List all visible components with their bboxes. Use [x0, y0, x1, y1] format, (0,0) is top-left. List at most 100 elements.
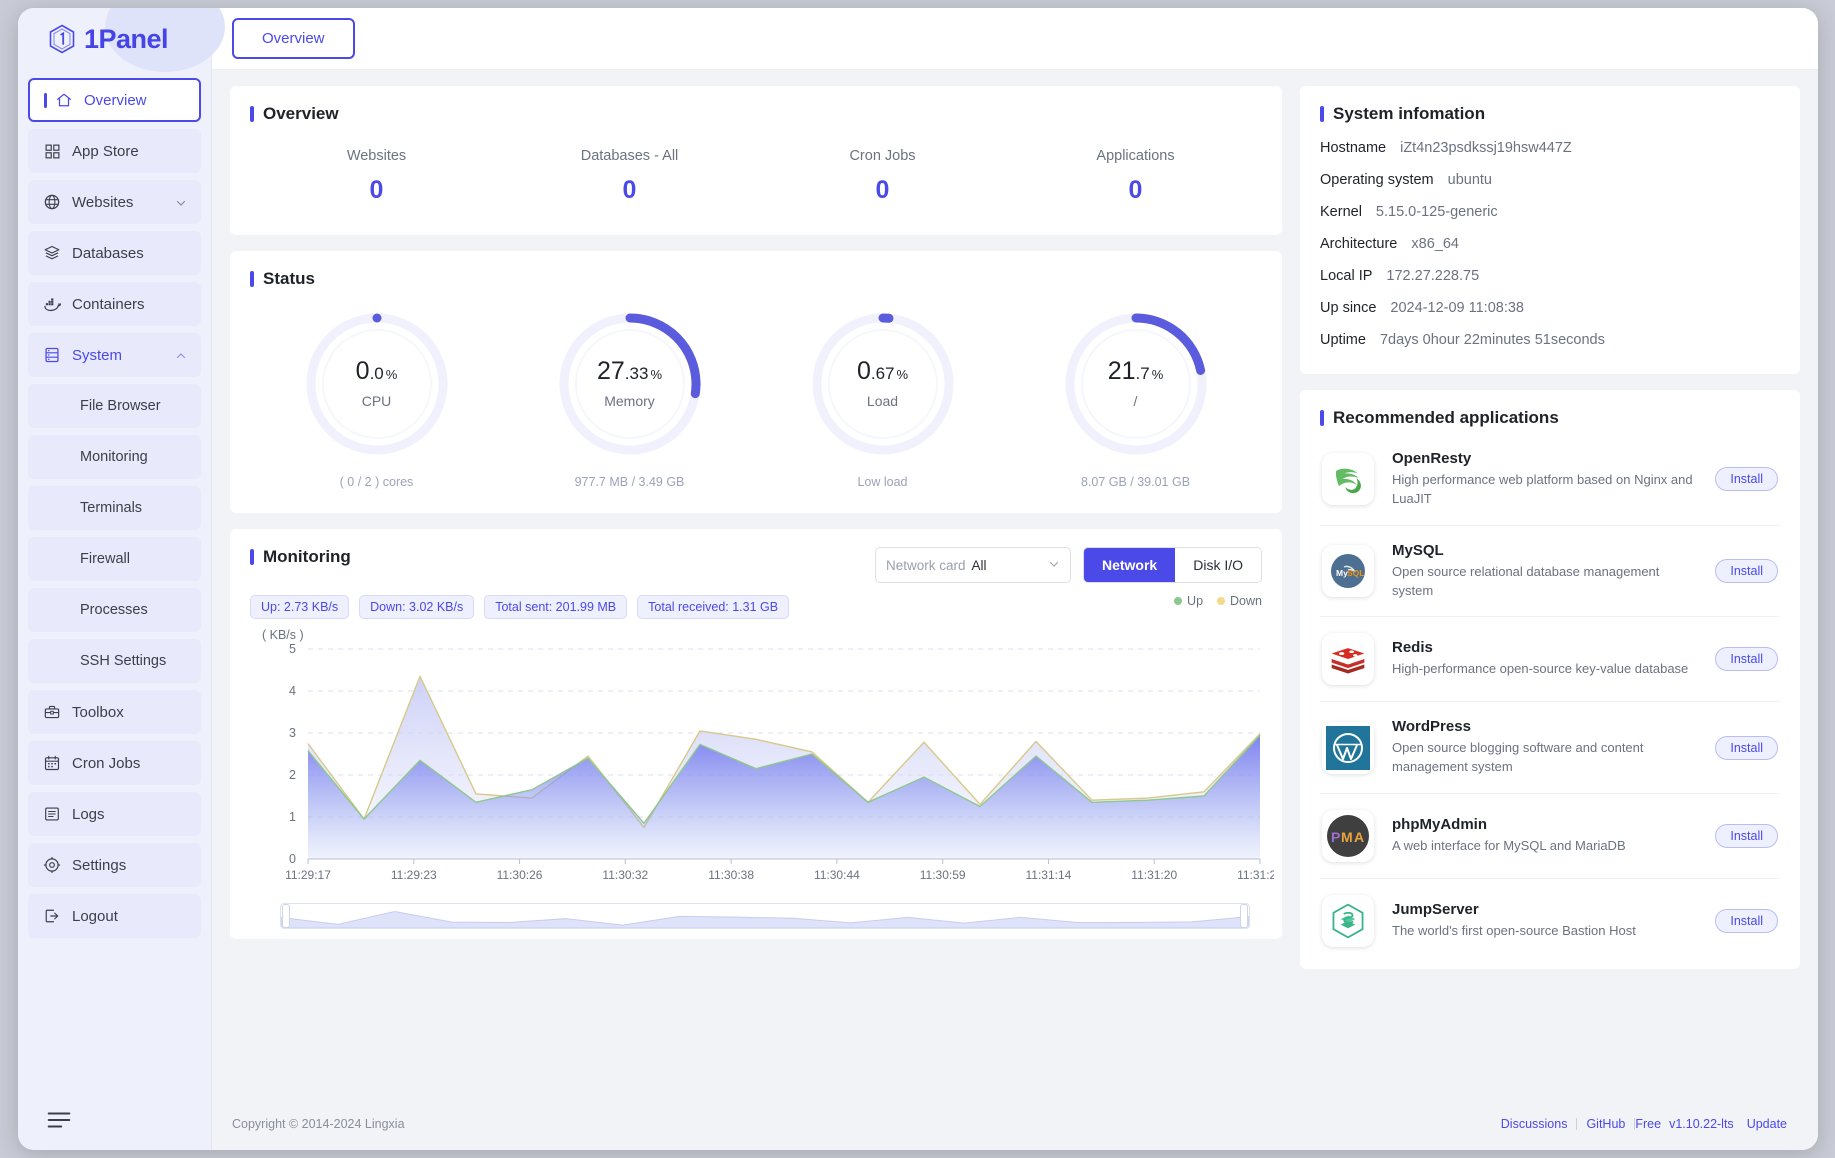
- mode-network-button[interactable]: Network: [1083, 548, 1176, 582]
- svg-text:11:31:26: 11:31:26: [1237, 868, 1274, 882]
- install-button[interactable]: Install: [1715, 824, 1778, 849]
- list-item[interactable]: WordPress Open source blogging software …: [1320, 702, 1780, 795]
- gauge-name: CPU: [361, 393, 392, 409]
- svg-text:11:31:20: 11:31:20: [1131, 868, 1177, 882]
- gauge-center: 27.33% Memory: [555, 309, 705, 459]
- info-key: Hostname: [1320, 140, 1387, 156]
- list-item[interactable]: My SQL MySQL Open source relational data…: [1320, 526, 1780, 618]
- sidebar-item-label: Toolbox: [72, 703, 124, 721]
- install-button[interactable]: Install: [1715, 647, 1778, 672]
- gear-icon: [42, 855, 62, 875]
- install-button[interactable]: Install: [1715, 735, 1778, 760]
- sidebar-item-terminals[interactable]: Terminals: [28, 486, 201, 530]
- scrollbar-handle-left[interactable]: [282, 904, 290, 928]
- sidebar-item-monitoring[interactable]: Monitoring: [28, 435, 201, 479]
- status-card-title: Status: [250, 269, 1262, 289]
- svg-text:0: 0: [289, 852, 296, 866]
- gauge-ring: 0.0% CPU: [302, 309, 452, 459]
- sidebar-item-overview[interactable]: Overview: [28, 78, 201, 122]
- info-row-hostname: Hostname iZt4n23psdkssj19hsw447Z: [1320, 140, 1780, 156]
- app-name: JumpServer: [1392, 901, 1479, 919]
- sidebar-item-label: Cron Jobs: [72, 754, 141, 772]
- info-key: Local IP: [1320, 268, 1373, 284]
- sidebar-item-settings[interactable]: Settings: [28, 843, 201, 887]
- app-body: JumpServer The world's first open-source…: [1392, 901, 1697, 941]
- stat-value: 0: [622, 176, 637, 204]
- sidebar-item-label: SSH Settings: [80, 653, 167, 669]
- gauge-load: 0.67% Load Low load: [756, 309, 1009, 489]
- network-card-select[interactable]: Network card All: [874, 547, 1071, 583]
- info-row-kernel: Kernel 5.15.0-125-generic: [1320, 204, 1780, 220]
- app-name: WordPress: [1392, 718, 1471, 736]
- info-key: Up since: [1320, 300, 1377, 316]
- list-item[interactable]: P M A phpMyAdmin A web interface for MyS…: [1320, 794, 1780, 880]
- info-value: iZt4n23psdkssj19hsw447Z: [1400, 140, 1572, 156]
- sidebar-item-logs[interactable]: Logs: [28, 792, 201, 836]
- stat-cron-jobs[interactable]: Cron Jobs 0: [756, 148, 1009, 205]
- openresty-icon: [1322, 453, 1374, 506]
- toolbox-icon: [42, 702, 62, 722]
- recommended-applications-title: Recommended applications: [1320, 408, 1780, 428]
- stat-applications[interactable]: Applications 0: [1009, 148, 1262, 205]
- monitoring-card-title: Monitoring: [250, 547, 351, 567]
- svg-text:2: 2: [289, 768, 296, 782]
- chart-svg: ( KB/s ) 0 1 2 3 4 5 11:29:17 11:29:23 11:30:26…: [262, 628, 1274, 882]
- list-item[interactable]: OpenResty High performance web platform …: [1320, 434, 1780, 526]
- app-body: MySQL Open source relational database ma…: [1392, 542, 1697, 601]
- info-value: ubuntu: [1447, 172, 1492, 188]
- gauge-cpu: 0.0% CPU ( 0 / 2 ) cores: [250, 309, 503, 489]
- sidebar-item-logout[interactable]: Logout: [28, 894, 201, 938]
- sidebar-item-firewall[interactable]: Firewall: [28, 537, 201, 581]
- install-button[interactable]: Install: [1715, 467, 1778, 492]
- sidebar-item-system[interactable]: System: [28, 333, 201, 377]
- info-row-up-since: Up since 2024-12-09 11:08:38: [1320, 300, 1780, 316]
- stat-label: Websites: [346, 148, 407, 164]
- sidebar-item-toolbox[interactable]: Toolbox: [28, 690, 201, 734]
- chevron-down-icon: [1048, 558, 1060, 573]
- scrollbar-handle-right[interactable]: [1240, 904, 1248, 928]
- gauge-value-int: 0: [856, 357, 871, 385]
- sidebar-item-label: Settings: [72, 856, 127, 874]
- list-item[interactable]: Redis High-performance open-source key-v…: [1320, 617, 1780, 703]
- svg-text:( KB/s ): ( KB/s ): [262, 628, 304, 642]
- overview-stats: Websites 0 Databases - All 0 Cron Jobs 0: [250, 130, 1262, 217]
- sidebar-item-file-browser[interactable]: File Browser: [28, 384, 201, 428]
- mode-disk-io-button[interactable]: Disk I/O: [1175, 548, 1261, 582]
- svg-text:11:29:23: 11:29:23: [391, 868, 437, 882]
- network-card-value: All: [971, 557, 987, 573]
- legend-item-up[interactable]: Up: [1174, 594, 1203, 608]
- install-button[interactable]: Install: [1715, 909, 1778, 934]
- chart-area-up: [308, 735, 1260, 859]
- sidebar-item-containers[interactable]: Containers: [28, 282, 201, 326]
- sidebar-item-cron-jobs[interactable]: Cron Jobs: [28, 741, 201, 785]
- svg-text:4: 4: [289, 684, 296, 698]
- sidebar-item-app-store[interactable]: App Store: [28, 129, 201, 173]
- info-row-architecture: Architecture x86_64: [1320, 236, 1780, 252]
- install-button[interactable]: Install: [1715, 559, 1778, 584]
- version-label: v1.10.22-lts: [1669, 1117, 1734, 1131]
- stat-websites[interactable]: Websites 0: [250, 148, 503, 205]
- sidebar-item-databases[interactable]: Databases: [28, 231, 201, 275]
- tab-label: Overview: [262, 30, 325, 47]
- sidebar-item-ssh-settings[interactable]: SSH Settings: [28, 639, 201, 683]
- info-row-uptime: Uptime 7days 0hour 22minutes 51seconds: [1320, 332, 1780, 348]
- menu-icon[interactable]: [46, 1109, 72, 1136]
- app-body: WordPress Open source blogging software …: [1392, 718, 1697, 777]
- sidebar-item-websites[interactable]: Websites: [28, 180, 201, 224]
- chart-range-scrollbar[interactable]: [280, 903, 1250, 929]
- gauge-unit: %: [385, 367, 398, 382]
- sidebar-item-label: Processes: [80, 602, 148, 618]
- legend-item-down[interactable]: Down: [1217, 594, 1262, 608]
- jumpserver-icon: [1322, 895, 1374, 948]
- globe-icon: [42, 192, 62, 212]
- github-link[interactable]: GitHub: [1586, 1117, 1626, 1131]
- footer-divider: [1576, 1118, 1578, 1130]
- svg-text:11:30:32: 11:30:32: [602, 868, 648, 882]
- sidebar-item-label: Terminals: [80, 500, 143, 516]
- list-item[interactable]: JumpServer The world's first open-source…: [1320, 879, 1780, 963]
- stat-databases[interactable]: Databases - All 0: [503, 148, 756, 205]
- tab-overview[interactable]: Overview: [232, 18, 355, 59]
- update-link[interactable]: Update: [1746, 1117, 1787, 1131]
- sidebar-item-processes[interactable]: Processes: [28, 588, 201, 632]
- discussions-link[interactable]: Discussions: [1500, 1117, 1568, 1131]
